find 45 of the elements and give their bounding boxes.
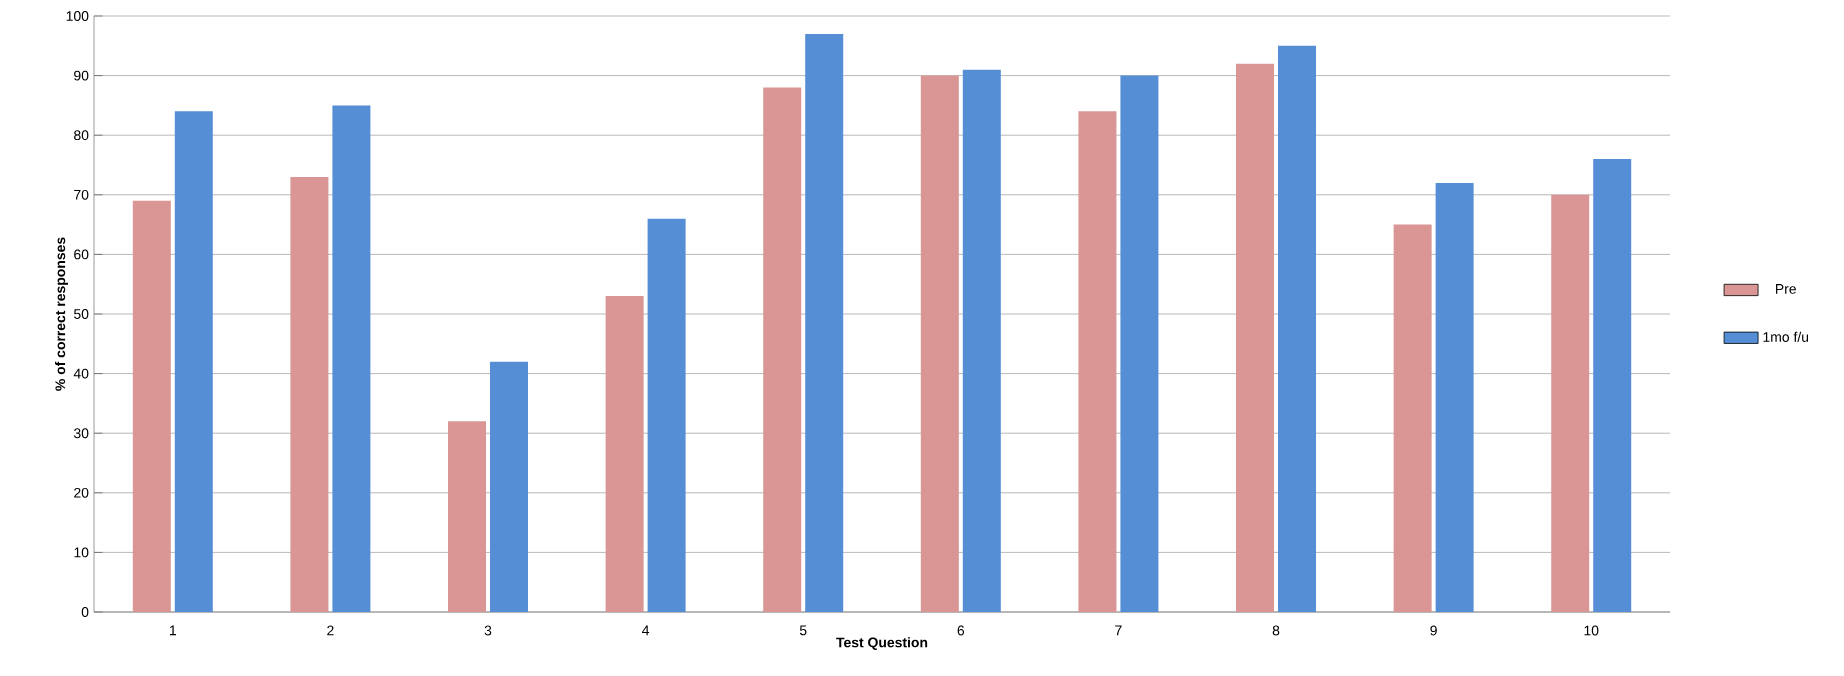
legend-label: Pre xyxy=(1776,284,1796,294)
bar xyxy=(1393,224,1432,612)
y-tick-label: 100 xyxy=(66,11,89,21)
bar xyxy=(448,421,487,612)
bar xyxy=(132,200,171,612)
bar xyxy=(805,33,844,612)
y-tick-label: 40 xyxy=(73,368,89,379)
x-tick-label: 9 xyxy=(1430,625,1437,636)
y-tick-label: 10 xyxy=(74,547,89,558)
bar xyxy=(962,69,1001,612)
bar xyxy=(174,111,213,612)
bar xyxy=(290,176,329,612)
x-tick-label: 1 xyxy=(169,625,176,636)
bar xyxy=(1278,45,1317,612)
bar xyxy=(1551,194,1590,612)
x-tick-label: 10 xyxy=(1584,625,1599,636)
bar xyxy=(1593,159,1632,612)
x-tick-label: 6 xyxy=(957,625,965,636)
bar xyxy=(1120,75,1159,612)
y-tick-label: 80 xyxy=(74,130,89,141)
bar xyxy=(605,296,644,612)
x-tick-label: 4 xyxy=(642,625,650,636)
y-tick-label: 30 xyxy=(73,428,89,439)
bar xyxy=(1236,63,1275,612)
bar xyxy=(920,75,959,612)
legend-label: 1mo f/u xyxy=(1763,331,1809,342)
x-tick-label: 3 xyxy=(484,625,492,636)
y-tick-label: 60 xyxy=(74,249,89,260)
bar xyxy=(332,105,371,612)
y-tick-label: 20 xyxy=(74,487,89,498)
x-tick-label: 7 xyxy=(1115,625,1122,636)
y-tick-label: 90 xyxy=(74,70,89,81)
bar xyxy=(763,87,802,612)
x-tick-label: 5 xyxy=(799,625,807,636)
y-tick-label: 70 xyxy=(74,189,89,200)
bar xyxy=(647,218,686,612)
y-tick-label: 50 xyxy=(74,309,89,319)
y-axis-title: % of correct responses xyxy=(55,237,68,391)
bar xyxy=(1435,182,1474,612)
bar xyxy=(1078,111,1117,612)
y-tick-label: 0 xyxy=(81,607,89,617)
x-tick-label: 8 xyxy=(1272,625,1280,636)
bar xyxy=(490,361,528,612)
x-tick-label: 2 xyxy=(327,625,334,636)
x-axis-title: Test Question xyxy=(836,637,928,650)
